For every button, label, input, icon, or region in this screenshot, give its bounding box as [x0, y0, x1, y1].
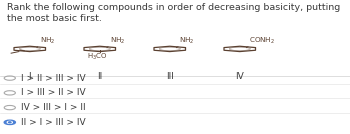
Text: NH$_2$: NH$_2$	[40, 35, 55, 46]
Circle shape	[7, 121, 12, 123]
Circle shape	[8, 122, 11, 123]
Text: H$_3$CO: H$_3$CO	[87, 52, 107, 62]
Text: III: III	[166, 72, 174, 81]
Text: I: I	[28, 72, 31, 81]
Text: NH$_2$: NH$_2$	[110, 35, 125, 46]
Circle shape	[4, 120, 15, 124]
Text: I > II > III > IV: I > II > III > IV	[21, 74, 86, 83]
Text: IV: IV	[236, 72, 244, 81]
Text: Rank the following compounds in order of decreasing basicity, putting the most b: Rank the following compounds in order of…	[7, 3, 340, 23]
Text: II > I > III > IV: II > I > III > IV	[21, 118, 86, 127]
Text: II: II	[97, 72, 102, 81]
Text: NH$_2$: NH$_2$	[179, 35, 195, 46]
Text: CONH$_2$: CONH$_2$	[249, 35, 275, 46]
Text: I > III > II > IV: I > III > II > IV	[21, 88, 86, 97]
Text: IV > III > I > II: IV > III > I > II	[21, 103, 86, 112]
